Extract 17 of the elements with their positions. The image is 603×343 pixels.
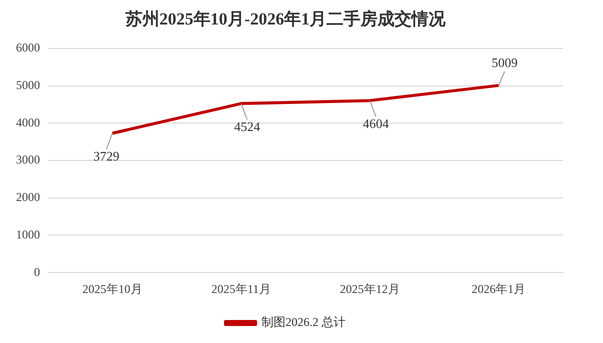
data-label: 4524	[234, 118, 261, 134]
y-tick-label: 4000	[16, 115, 40, 130]
data-label: 5009	[492, 54, 518, 70]
y-tick-label: 5000	[16, 78, 40, 92]
x-tick-label: 2025年11月	[211, 282, 271, 296]
chart-title: 苏州2025年10月-2026年1月二手房成交情况	[124, 10, 447, 29]
y-tick-label: 1000	[16, 227, 40, 242]
y-tick-label: 6000	[16, 40, 40, 55]
y-tick-label: 2000	[16, 190, 40, 204]
y-tick-label: 0	[34, 264, 40, 279]
x-tick-label: 2025年10月	[82, 282, 142, 296]
y-tick-label: 3000	[16, 152, 40, 167]
x-tick-label: 2026年1月	[472, 282, 526, 296]
data-label: 4604	[362, 116, 390, 131]
x-tick-label: 2025年12月	[340, 282, 400, 296]
legend-label: 制图2026.2 总计	[262, 315, 346, 330]
data-label: 3729	[93, 148, 120, 164]
